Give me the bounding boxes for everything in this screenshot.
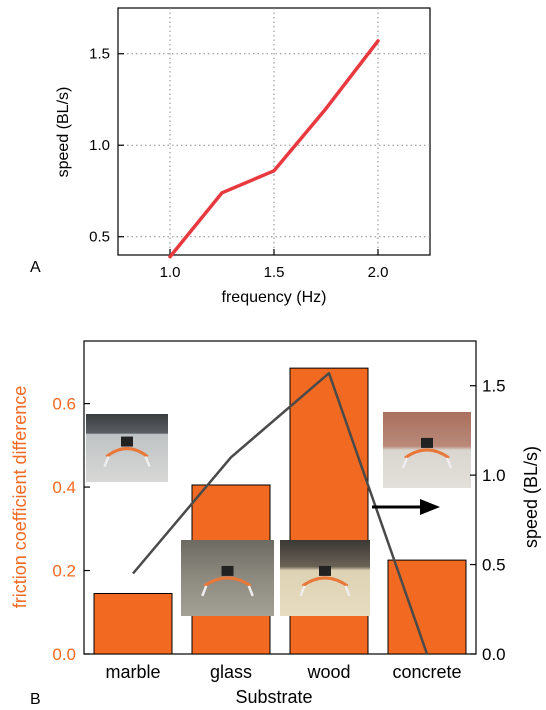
right-y-tick-label: 0.5: [482, 556, 506, 575]
category-label-wood: wood: [306, 662, 350, 682]
category-label-concrete: concrete: [392, 662, 461, 682]
photo-glass-robot-icon: [201, 565, 254, 597]
panel-a-grid: [118, 8, 430, 255]
speed-line: [132, 371, 429, 655]
panel-b-x-axis-label: Substrate: [235, 687, 312, 707]
left-y-tick-label: 0.4: [52, 478, 76, 497]
panel-b-bar-chart: 0.0 0.2 0.4 0.6 0.0 0.5 1.0 1.5 marble glass wood c…: [10, 340, 541, 708]
photo-concrete-robot-icon: [401, 437, 453, 469]
photo-wood-robot-icon: [299, 565, 351, 597]
right-y-tick-label: 1.0: [482, 466, 506, 485]
panel-a-x-tick-label: 2.0: [368, 264, 389, 281]
left-y-tick-label: 0.6: [52, 395, 76, 414]
panel-a-x-axis-label: frequency (Hz): [222, 289, 327, 306]
category-label-glass: glass: [210, 662, 252, 682]
bar-marble: [93, 592, 173, 655]
arrow-head-icon: [420, 499, 440, 515]
panel-a-line-chart: 1.0 1.5 2.0 0.5 1.0 1.5 frequency (Hz) speed …: [30, 7, 431, 306]
photo-marble-robot-icon: [103, 436, 151, 468]
panel-b-right-y-axis-label: speed (BL/s): [521, 446, 541, 548]
panel-b-arrow: [372, 499, 440, 515]
panel-a-y-axis-label: speed (BL/s): [55, 87, 72, 178]
panel-a-x-tick-label: 1.5: [264, 264, 285, 281]
panel-b-ticks: 0.0 0.2 0.4 0.6 0.0 0.5 1.0 1.5 marble glass wood c…: [52, 377, 505, 682]
panel-a-x-tick-label: 1.0: [160, 264, 181, 281]
panel-b-label: B: [30, 691, 41, 708]
panel-a-y-tick-label: 1.0: [89, 137, 110, 154]
panel-b-left-y-axis-label: friction coefficient difference: [10, 386, 30, 608]
right-y-tick-label: 1.5: [482, 377, 506, 396]
panel-a-series: [168, 39, 380, 259]
panel-a-y-tick-label: 1.5: [89, 46, 110, 63]
panel-a-label: A: [30, 259, 41, 276]
panel-a-speed-line: [168, 39, 380, 259]
panel-a-ticks: 1.0 1.5 2.0 0.5 1.0 1.5: [89, 46, 388, 281]
category-label-marble: marble: [105, 662, 160, 682]
left-y-tick-label: 0.2: [52, 562, 76, 581]
left-y-tick-label: 0.0: [52, 645, 76, 664]
panel-a-y-tick-label: 0.5: [89, 229, 110, 246]
panel-b-speed-line: [132, 371, 429, 655]
right-y-tick-label: 0.0: [482, 645, 506, 664]
panel-b-photo-insets: [86, 412, 471, 616]
